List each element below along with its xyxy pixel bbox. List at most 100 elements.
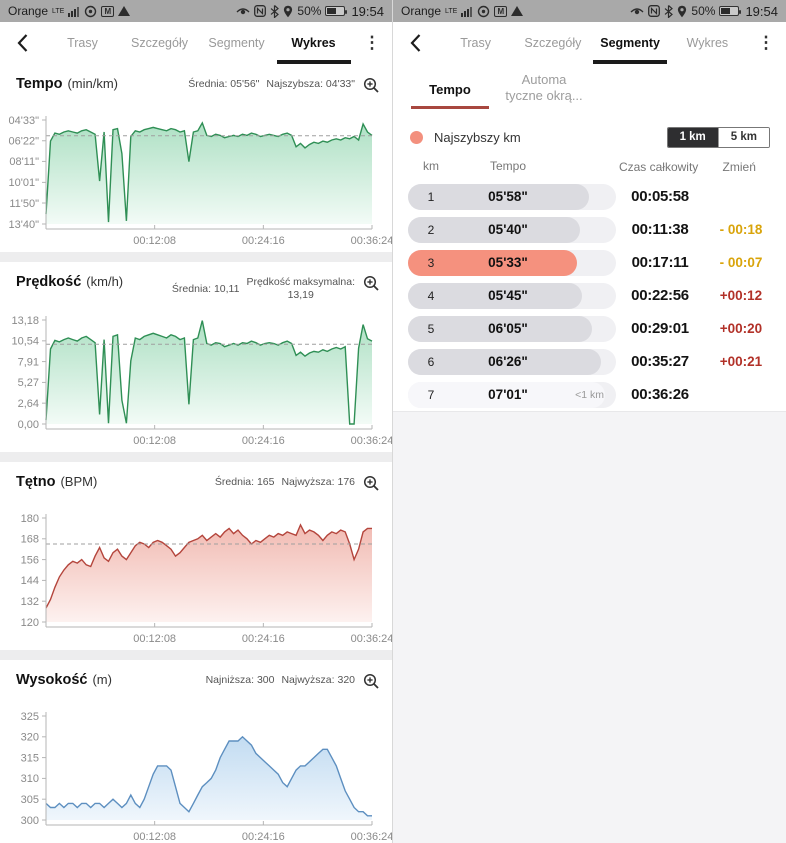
tab-szczegóły[interactable]: Szczegóły (524, 36, 582, 50)
network-label: LTE (52, 7, 65, 15)
svg-text:00:24:16: 00:24:16 (242, 633, 285, 645)
tab-trasy[interactable]: Trasy (67, 36, 98, 50)
carrier-label: Orange (8, 4, 49, 18)
left-navbar: Trasy Szczegóły Segmenty Wykres ⋮ (0, 22, 392, 64)
tab-wykres[interactable]: Wykres (686, 36, 729, 50)
divider (0, 452, 392, 463)
total-time-value: 00:11:38 (631, 221, 689, 239)
svg-text:13,18: 13,18 (11, 315, 39, 327)
km-number: 2 (427, 222, 435, 237)
svg-text:315: 315 (21, 753, 39, 765)
tab-segmenty[interactable]: Segmenty (592, 22, 669, 64)
change-value: +00:12 (719, 288, 763, 304)
nfc-icon (648, 5, 661, 17)
pace-bar-track: 5 06'05" (408, 315, 616, 342)
svg-text:00:36:24: 00:36:24 (351, 235, 392, 247)
total-time-value: 00:22:56 (631, 287, 689, 305)
network-label: LTE (445, 7, 458, 15)
back-button[interactable] (393, 22, 437, 64)
empty-area (393, 411, 786, 843)
svg-text:00:12:08: 00:12:08 (133, 633, 176, 645)
svg-text:00:24:16: 00:24:16 (242, 831, 285, 843)
elevation-chart-card: Wysokość (m) Najniższa: 300 Najwyższa: 32… (0, 660, 392, 843)
table-row: 5 06'05" 00:29:01 +00:20 (393, 312, 786, 345)
pace-bar (408, 315, 592, 342)
svg-text:7,91: 7,91 (18, 357, 39, 369)
subtab-tempo-label: Tempo (429, 82, 471, 98)
svg-text:300: 300 (21, 815, 39, 827)
svg-text:310: 310 (21, 773, 39, 785)
svg-text:180: 180 (21, 513, 39, 525)
svg-text:00:12:08: 00:12:08 (133, 435, 176, 447)
svg-text:00:36:24: 00:36:24 (351, 633, 392, 645)
active-tab-underline (593, 60, 668, 64)
segment-subtabs: Tempo Automa tyczne okrą... (393, 64, 786, 117)
chart-stats: Średnia: 165 Najwyższa: 176 (214, 476, 355, 489)
chart-stats: Średnia: 10,11 Prędkość maksymalna: 13,19 (171, 276, 355, 302)
tab-wykres[interactable]: Wykres (275, 22, 352, 64)
pace-bar (408, 348, 601, 375)
magnifier-zoom-icon[interactable] (363, 274, 380, 297)
fastest-km-label: Najszybszy km (434, 130, 521, 146)
svg-text:10'01": 10'01" (9, 177, 40, 189)
table-row: 4 05'45" 00:22:56 +00:12 (393, 279, 786, 312)
pace-value: 05'58" (488, 188, 528, 204)
subtab-auto-laps[interactable]: Automa tyczne okrą... (505, 70, 583, 115)
toggle-5km-button[interactable]: 5 km (717, 128, 769, 148)
header-km: km (423, 159, 439, 174)
volte-icon (118, 6, 131, 16)
pace-value: 06'26" (488, 353, 528, 369)
subtab-tempo[interactable]: Tempo (411, 76, 489, 110)
header-tempo: Tempo (489, 159, 527, 174)
pace-bar-track: 6 06'26" (408, 348, 616, 375)
back-button[interactable] (0, 22, 44, 64)
pace-value: 07'01" (488, 386, 528, 402)
right-nav-tabs: Trasy Szczegóły Segmenty Wykres (437, 22, 746, 64)
svg-text:156: 156 (21, 555, 39, 567)
chart-unit: (km/h) (86, 274, 124, 289)
eye-comfort-icon (630, 6, 644, 17)
svg-text:00:36:24: 00:36:24 (351, 831, 392, 843)
overflow-menu-button[interactable]: ⋮ (757, 33, 775, 52)
svg-text:5,27: 5,27 (18, 377, 39, 389)
km-number: 3 (427, 255, 435, 270)
change-value: - 00:18 (719, 222, 763, 238)
svg-text:00:36:24: 00:36:24 (351, 435, 392, 447)
charts-scroll-area[interactable]: Tempo (min/km) Średnia: 05'56" Najszybsza… (0, 64, 392, 843)
chart-title: Tętno (16, 474, 56, 491)
chart-stats: Najniższa: 300 Najwyższa: 320 (205, 674, 355, 687)
right-navbar: Trasy Szczegóły Segmenty Wykres ⋮ (393, 22, 786, 64)
hotspot-icon (84, 5, 97, 18)
bluetooth-icon (664, 4, 674, 18)
message-icon: M (494, 5, 508, 17)
battery-icon (719, 6, 742, 16)
overflow-menu-button[interactable]: ⋮ (363, 33, 381, 52)
magnifier-zoom-icon[interactable] (363, 672, 380, 695)
speed-chart: 13,18 10,54 7,91 5,27 2,64 0,00 00:12:08 00:24:… (11, 315, 392, 447)
tab-trasy[interactable]: Trasy (460, 36, 492, 50)
distance-toggle: 1 km 5 km (666, 127, 770, 149)
active-tab-underline (276, 60, 351, 64)
right-screen: Orange LTE M (393, 0, 786, 843)
km-number: 1 (427, 189, 435, 204)
total-time-value: 00:05:58 (631, 188, 689, 206)
svg-text:0,00: 0,00 (18, 419, 39, 431)
svg-text:00:12:08: 00:12:08 (133, 235, 176, 247)
pace-bar (408, 381, 605, 408)
toggle-1km-button[interactable]: 1 km (667, 128, 718, 148)
elevation-chart: 325 320 315 310 305 300 00:12:08 00:24:16 00:36:… (21, 711, 392, 843)
km-number: 7 (427, 387, 435, 402)
tab-szczegóły[interactable]: Szczegóły (131, 36, 188, 50)
pace-value: 06'05" (488, 320, 528, 336)
table-row: 1 05'58" 00:05:58 (393, 180, 786, 213)
hotspot-icon (477, 5, 490, 18)
magnifier-zoom-icon[interactable] (363, 474, 380, 497)
battery-percent-label: 50% (691, 4, 716, 18)
location-icon (283, 5, 293, 18)
table-row: 6 06'26" 00:35:27 +00:21 (393, 345, 786, 378)
pace-bar-track: 2 05'40" (408, 216, 616, 243)
tab-segmenty[interactable]: Segmenty (208, 36, 265, 50)
magnifier-zoom-icon[interactable] (363, 76, 380, 99)
segments-table: 1 05'58" 00:05:58 2 05'40" 00:11:38 - 00… (393, 180, 786, 411)
tempo-chart-card: Tempo (min/km) Średnia: 05'56" Najszybsza… (0, 64, 392, 252)
